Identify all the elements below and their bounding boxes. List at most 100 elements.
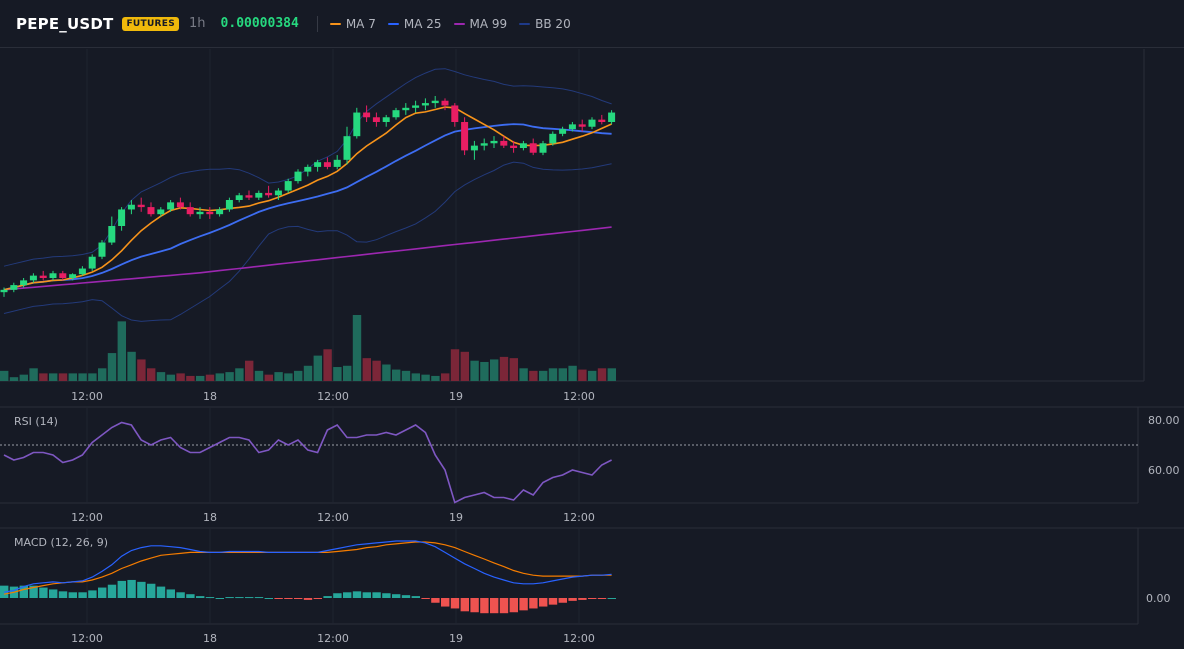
volume-bar <box>117 321 126 381</box>
volume-bar <box>539 370 548 381</box>
macd-histogram-bar <box>509 598 518 613</box>
candle-body <box>490 140 498 144</box>
macd-histogram-bar <box>558 598 567 603</box>
macd-histogram-bar <box>362 592 371 598</box>
candle-body <box>529 143 537 153</box>
candle-body <box>69 274 77 278</box>
macd-histogram-bar <box>49 589 58 598</box>
header-divider <box>316 15 318 32</box>
macd-pane[interactable]: MACD (12, 26, 9) <box>0 536 616 614</box>
price-pane[interactable] <box>0 68 616 381</box>
volume-bar <box>607 368 616 381</box>
candle-body <box>304 166 312 172</box>
legend-ma99[interactable]: MA 99 <box>453 17 507 31</box>
time-tick-label: 18 <box>203 511 217 524</box>
candle-body <box>578 124 586 127</box>
candle-body <box>255 192 263 198</box>
macd-line <box>3 540 612 593</box>
candle-body <box>118 209 126 226</box>
candle-body <box>353 112 361 137</box>
grid-lines <box>0 49 1184 625</box>
volume-bar <box>29 368 38 381</box>
macd-tick-label: 0.00 <box>1146 592 1171 605</box>
candle-body <box>294 171 302 182</box>
candle-body <box>333 159 341 167</box>
volume-bar <box>294 370 303 381</box>
candle-body <box>206 211 214 215</box>
candle-body <box>0 289 8 293</box>
macd-histogram-bar <box>607 598 616 599</box>
volume-bar <box>460 351 469 381</box>
candle-body <box>157 209 165 215</box>
volume-bar <box>245 360 254 381</box>
candle-body <box>519 143 527 148</box>
macd-histogram-bar <box>529 598 538 609</box>
legend-bb20[interactable]: BB 20 <box>519 17 571 31</box>
symbol-name[interactable]: PEPE_USDT <box>16 14 114 33</box>
volume-bar <box>186 375 195 381</box>
time-tick-label: 18 <box>203 390 217 403</box>
candle-body <box>470 145 478 151</box>
macd-histogram-bar <box>490 598 499 614</box>
volume-bar <box>156 372 166 381</box>
candle-body <box>265 192 273 196</box>
legend-ma7[interactable]: MA 7 <box>329 16 376 31</box>
volume-bar <box>9 377 19 381</box>
volume-bar <box>519 368 528 381</box>
volume-bar <box>450 349 460 381</box>
macd-histogram-bar <box>156 586 166 598</box>
rsi-pane-label: RSI (14) <box>14 415 58 428</box>
candle-body <box>510 145 518 148</box>
candle-body <box>20 280 28 286</box>
legend-ma25[interactable]: MA 25 <box>387 17 442 31</box>
ma99-swatch <box>453 22 465 25</box>
volume-bar <box>19 374 28 381</box>
volume-bar <box>88 373 97 381</box>
timeframe-label[interactable]: 1h <box>189 16 206 31</box>
volume-bar <box>490 359 499 381</box>
volume-bar <box>588 370 597 381</box>
macd-histogram-bar <box>58 591 68 598</box>
candle-body <box>147 207 155 215</box>
macd-histogram-bar <box>343 592 352 598</box>
volume-bar <box>235 368 244 381</box>
macd-histogram-bar <box>147 583 156 598</box>
candle-body <box>500 140 508 146</box>
volume-bar <box>215 373 224 381</box>
ma25-line <box>3 123 612 291</box>
candle-body <box>568 124 576 130</box>
candle-body <box>382 117 390 122</box>
volume-bar <box>392 369 401 381</box>
candle-body <box>108 226 116 243</box>
macd-histogram-bar <box>264 598 273 599</box>
candle-body <box>10 285 18 290</box>
candle-body <box>314 162 322 167</box>
macd-histogram-bar <box>352 591 362 598</box>
rsi-pane[interactable]: RSI (14) <box>0 415 1138 504</box>
candle-body <box>363 112 371 118</box>
volume-bar <box>441 373 450 381</box>
macd-histogram-bar <box>196 596 205 598</box>
candle-body <box>441 100 449 106</box>
legend-ma7-label: MA 7 <box>345 16 376 31</box>
ma99-line <box>3 226 612 291</box>
candle-body <box>549 133 557 144</box>
volume-bar <box>558 368 567 381</box>
candle-body <box>216 209 224 215</box>
volume-bar <box>196 375 205 381</box>
candle-body <box>588 119 596 127</box>
macd-histogram-bar <box>499 598 509 614</box>
candle-body <box>274 190 282 196</box>
rsi-tick-label: 80.00 <box>1148 414 1180 427</box>
time-tick-label: 12:00 <box>71 511 103 524</box>
candle-body <box>39 275 47 278</box>
chart-header: PEPE_USDT FUTURES 1h 0.00000384 MA 7 MA … <box>0 0 1184 48</box>
macd-histogram-bar <box>78 592 87 598</box>
macd-signal-line <box>3 541 612 595</box>
volume-bar <box>176 373 185 381</box>
candle-body <box>78 268 86 275</box>
macd-histogram-bar <box>323 596 332 598</box>
candle-body <box>608 112 616 122</box>
macd-histogram-bar <box>568 598 577 601</box>
